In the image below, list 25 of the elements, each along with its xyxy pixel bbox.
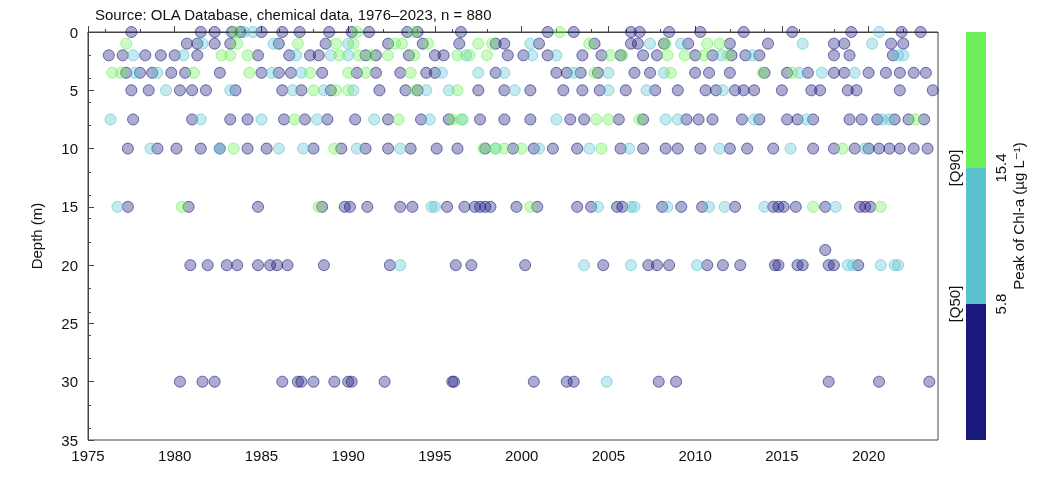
- x-tick-label: 2015: [765, 447, 799, 464]
- x-tick-label: 1980: [158, 447, 192, 464]
- color-bar-title: Peak of Chl-a (µg L⁻¹): [1009, 142, 1027, 290]
- x-tick-label: 2010: [678, 447, 712, 464]
- text: 5.8: [991, 293, 1009, 315]
- x-tick-label: 2005: [591, 447, 626, 464]
- y-tick-label: 15: [61, 198, 78, 216]
- x-tick-label: 1990: [331, 447, 365, 464]
- x-tick-label: 2000: [504, 447, 539, 464]
- y-tick-label: 25: [61, 314, 78, 332]
- y-axis-title: Depth (m): [28, 202, 45, 270]
- text: [Q90]: [945, 149, 963, 187]
- x-tick-label: 1995: [418, 447, 452, 464]
- y-tick-label: 10: [61, 140, 78, 158]
- y-tick-label: 0: [69, 23, 78, 41]
- y-tick-label: 5: [69, 81, 78, 99]
- y-tick-label: 30: [61, 373, 78, 391]
- x-tick-label: 1985: [244, 447, 279, 464]
- text: 15.4: [991, 153, 1009, 183]
- y-tick-label: 20: [61, 256, 78, 274]
- x-tick-label: 2020: [851, 447, 886, 464]
- y-tick-label: 35: [61, 431, 78, 449]
- x-tick-label: 1975: [71, 447, 105, 464]
- text: [Q50]: [945, 285, 963, 323]
- chart-title: Source: OLA Database, chemical data, 1976–2023, n = 880: [95, 6, 492, 23]
